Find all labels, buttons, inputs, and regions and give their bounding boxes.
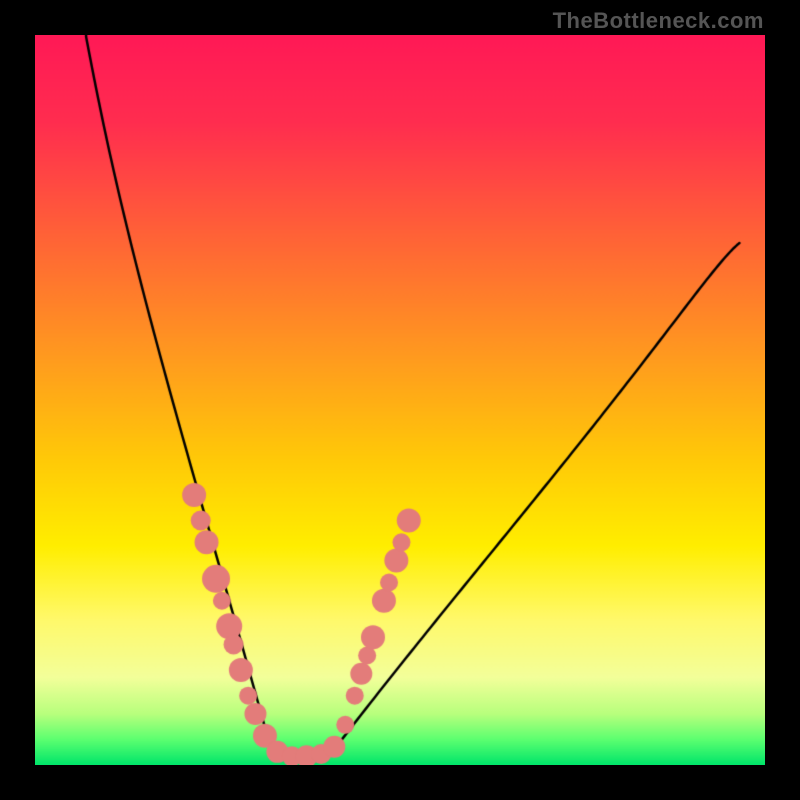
stage: TheBottleneck.com <box>0 0 800 800</box>
watermark-text: TheBottleneck.com <box>553 8 764 34</box>
plot-area <box>35 35 765 765</box>
scatter-markers <box>35 35 765 765</box>
